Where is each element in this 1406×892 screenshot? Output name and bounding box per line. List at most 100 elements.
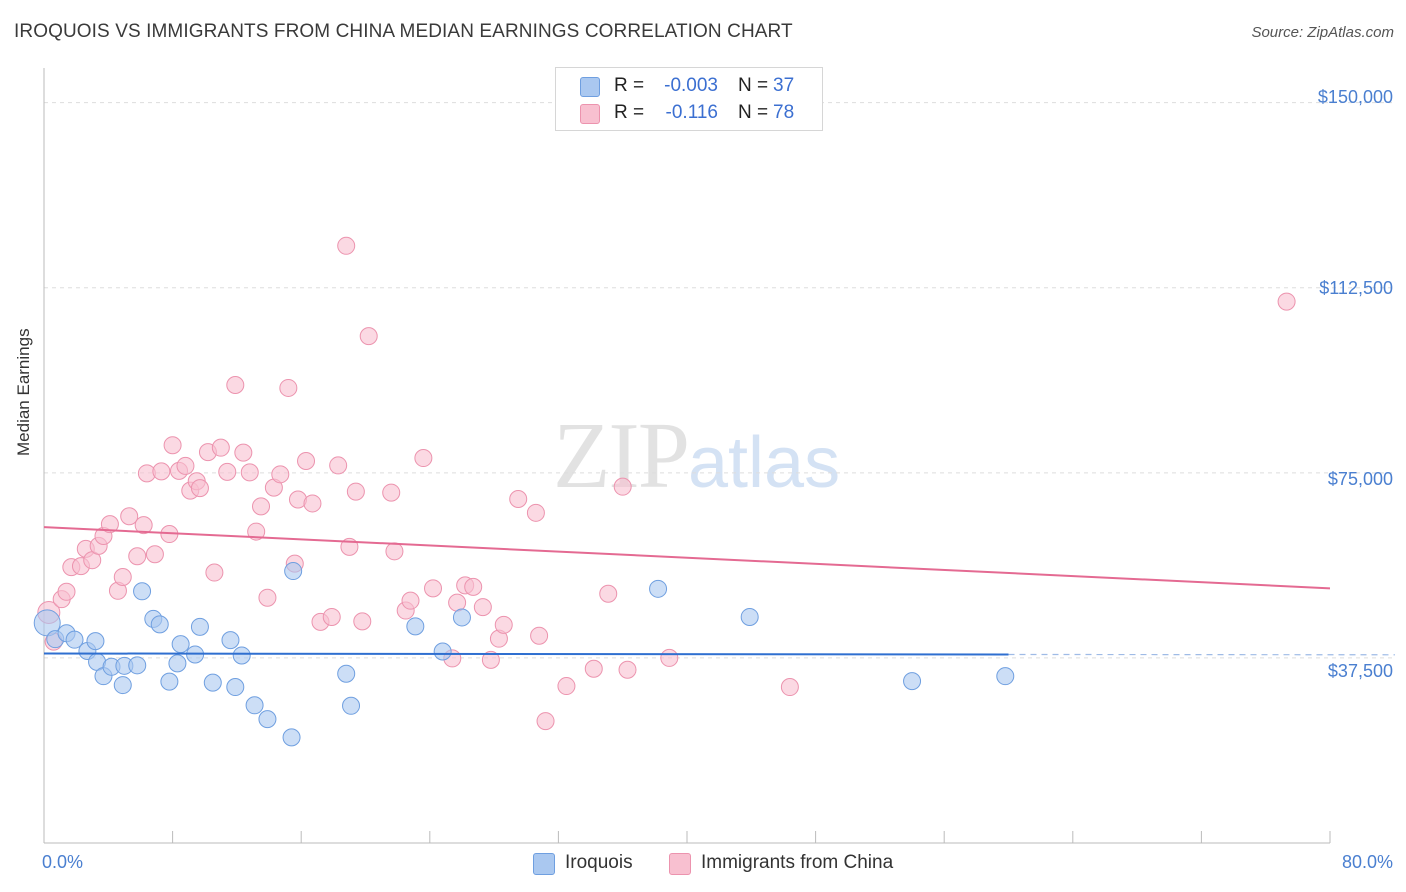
china-point <box>240 463 259 482</box>
iroquois-point <box>160 672 179 691</box>
china-point <box>473 598 492 617</box>
iroquois-point <box>86 632 105 651</box>
x-tick-max: 80.0% <box>1341 852 1393 872</box>
china-point <box>424 579 443 598</box>
y-axis-label: Median Earnings <box>14 328 33 456</box>
china-point <box>176 456 195 475</box>
china-point <box>414 449 433 468</box>
iroquois-point <box>282 728 301 747</box>
iroquois-point <box>128 656 147 675</box>
y-tick-150000: $150,000 <box>1317 87 1393 107</box>
iroquois-point <box>996 667 1015 686</box>
iroquois-trend-line <box>43 652 1009 656</box>
china-point <box>584 659 603 678</box>
y-tick-37500: $37,500 <box>1327 661 1393 681</box>
iroquois-point <box>171 635 190 654</box>
iroquois-point <box>113 676 132 695</box>
china-point <box>128 547 147 566</box>
r-label: R = <box>614 75 645 96</box>
iroquois-point <box>452 608 471 627</box>
china-point <box>252 497 271 516</box>
china-point <box>297 451 316 470</box>
china-point <box>530 626 549 645</box>
china-point <box>464 577 483 596</box>
iroquois-point <box>245 696 264 715</box>
iroquois-point <box>433 642 452 661</box>
iroquois-point <box>649 579 668 598</box>
n-label: N = <box>738 102 769 123</box>
legend-row-china: R = -0.116 N = 78 <box>556 101 822 127</box>
iroquois-point <box>406 617 425 636</box>
china-point <box>205 563 224 582</box>
china-legend-swatch <box>669 853 691 875</box>
china-legend-label: Immigrants from China <box>701 852 894 873</box>
china-point <box>271 465 290 484</box>
china-point <box>353 612 372 631</box>
iroquois-point <box>232 646 251 665</box>
china-point <box>526 503 545 522</box>
iroquois-point <box>258 710 277 729</box>
iroquois-point <box>190 617 209 636</box>
iroquois-point <box>284 562 303 581</box>
chart-title: IROQUOIS VS IMMIGRANTS FROM CHINA MEDIAN… <box>14 21 793 42</box>
legend-row-iroquois: R = -0.003 N = 37 <box>556 74 822 100</box>
china-point <box>163 436 182 455</box>
china-point <box>613 477 632 496</box>
china-point <box>660 648 679 667</box>
china-point <box>599 584 618 603</box>
china-point <box>329 456 348 475</box>
n-value: 78 <box>773 102 795 123</box>
china-point <box>234 443 253 462</box>
china-point <box>226 375 245 394</box>
source-label: Source: ZipAtlas.com <box>1251 24 1394 41</box>
china-point <box>557 677 576 696</box>
iroquois-point <box>133 582 152 601</box>
china-point <box>1277 292 1296 311</box>
y-tick-75000: $75,000 <box>1327 469 1393 489</box>
watermark-atlas: atlas <box>688 423 841 503</box>
x-tick-min: 0.0% <box>42 852 84 872</box>
n-value: 37 <box>773 75 795 96</box>
r-value: -0.116 <box>665 102 718 123</box>
iroquois-legend-swatch <box>533 853 555 875</box>
china-point <box>100 515 119 534</box>
china-point <box>113 567 132 586</box>
china-point <box>120 507 139 526</box>
china-point <box>218 462 237 481</box>
china-point <box>247 522 266 541</box>
iroquois-point <box>65 630 84 649</box>
y-tick-112500: $112,500 <box>1319 278 1393 298</box>
china-point <box>382 483 401 502</box>
china-point <box>346 482 365 501</box>
china-point <box>618 660 637 679</box>
china-point <box>780 678 799 697</box>
iroquois-point <box>740 607 759 626</box>
iroquois-point <box>342 696 361 715</box>
china-point <box>134 516 153 535</box>
china-point <box>337 236 356 255</box>
iroquois-point <box>221 631 240 650</box>
iroquois-point <box>203 673 222 692</box>
china-point <box>481 650 500 669</box>
r-value: -0.003 <box>664 75 718 96</box>
iroquois-legend-label: Iroquois <box>565 852 633 873</box>
china-point <box>279 378 298 397</box>
stats-legend: R = -0.003 N = 37 R = -0.116 N = 78 <box>555 67 823 131</box>
china-point <box>359 327 378 346</box>
china-point <box>385 542 404 561</box>
china-point <box>401 591 420 610</box>
iroquois-swatch <box>580 77 600 97</box>
china-point <box>258 588 277 607</box>
r-label: R = <box>614 102 645 123</box>
china-point <box>303 494 322 513</box>
china-point <box>57 582 76 601</box>
china-trend-line <box>43 526 1331 590</box>
iroquois-point <box>337 664 356 683</box>
china-point <box>509 489 528 508</box>
china-point <box>190 479 209 498</box>
iroquois-point <box>226 678 245 697</box>
china-point <box>145 545 164 564</box>
iroquois-point <box>903 672 922 691</box>
china-point <box>152 462 171 481</box>
